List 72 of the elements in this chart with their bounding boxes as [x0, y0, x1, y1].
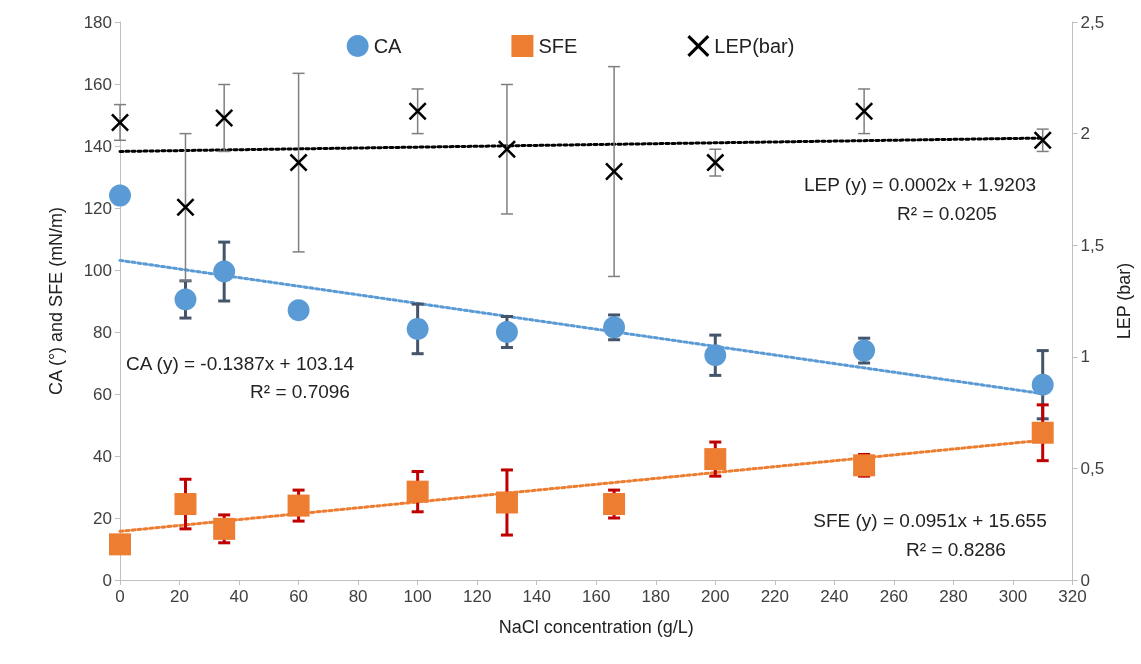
- annotation: R² = 0.8286: [906, 538, 1006, 560]
- y2-tick-label: 1: [1080, 347, 1090, 367]
- y2-tick-label: 1,5: [1080, 235, 1105, 255]
- x-tick-label: 280: [939, 587, 968, 606]
- point: [853, 339, 876, 362]
- x-tick-label: 20: [170, 587, 189, 606]
- point: [853, 454, 876, 477]
- point: [406, 480, 429, 503]
- point: [176, 198, 195, 217]
- point: [605, 162, 624, 181]
- y2-tick-label: 0: [1080, 570, 1090, 590]
- y-tick-label: 80: [93, 322, 112, 342]
- legend-label: CA: [373, 35, 403, 57]
- x-axis-title: NaCl concentration (g/L): [498, 617, 694, 637]
- y-axis-title: CA (°) and SFE (mN/m): [46, 206, 66, 396]
- point: [603, 316, 626, 339]
- point: [497, 140, 516, 159]
- legend-label: SFE: [538, 35, 578, 57]
- point: [706, 153, 725, 172]
- point: [495, 491, 518, 514]
- y2-tick-label: 2,5: [1080, 12, 1105, 32]
- x-tick-label: 0: [115, 587, 125, 606]
- point: [855, 102, 874, 121]
- x-tick-label: 300: [998, 587, 1028, 606]
- y2-axis-title: LEP (bar): [1114, 262, 1134, 340]
- point: [495, 321, 518, 343]
- y-tick-label: 180: [83, 12, 112, 32]
- x-tick-label: 240: [820, 587, 849, 606]
- y-tick-label: 140: [83, 136, 112, 156]
- point: [213, 260, 236, 283]
- point: [406, 317, 429, 340]
- x-tick-label: 40: [229, 587, 249, 606]
- x-tick-label: 220: [760, 587, 790, 606]
- point: [1031, 373, 1054, 396]
- y-tick-label: 100: [83, 260, 112, 280]
- x-tick-label: 60: [289, 587, 309, 606]
- point: [704, 448, 727, 471]
- point: [174, 493, 197, 516]
- annotation: LEP (y) = 0.0002x + 1.9203: [803, 173, 1037, 195]
- y-tick-label: 0: [102, 570, 112, 590]
- x-tick-label: 260: [879, 587, 909, 606]
- annotation: SFE (y) = 0.0951x + 15.655: [813, 509, 1047, 531]
- point: [213, 517, 236, 540]
- y-tick-label: 160: [83, 74, 112, 94]
- point: [109, 533, 131, 556]
- point: [111, 113, 129, 132]
- x-tick-label: 100: [403, 587, 432, 606]
- point: [704, 344, 727, 367]
- annotation: R² = 0.0205: [897, 202, 997, 224]
- x-tick-label: 180: [641, 587, 670, 606]
- y-tick-label: 60: [93, 384, 112, 404]
- x-tick-label: 120: [462, 587, 492, 606]
- x-tick-label: 80: [348, 587, 368, 606]
- point: [287, 494, 310, 517]
- y2-tick-label: 2: [1080, 124, 1090, 144]
- x-tick-label: 160: [582, 587, 611, 606]
- point: [215, 108, 234, 127]
- y-tick-label: 120: [83, 198, 112, 218]
- y-tick-label: 20: [93, 508, 112, 528]
- y-tick-label: 40: [93, 446, 112, 466]
- point: [408, 102, 427, 121]
- point: [174, 288, 197, 311]
- point: [287, 299, 310, 322]
- point: [1031, 421, 1054, 444]
- y2-tick-label: 0,5: [1080, 458, 1105, 478]
- x-tick-label: 140: [522, 587, 551, 606]
- x-tick-label: 320: [1058, 587, 1087, 606]
- annotation: CA (y) = -0.1387x + 103.14: [125, 352, 355, 374]
- annotation: R² = 0.7096: [250, 380, 350, 402]
- x-tick-label: 200: [701, 587, 730, 606]
- point: [603, 493, 626, 516]
- legend-label: LEP(bar): [714, 35, 795, 57]
